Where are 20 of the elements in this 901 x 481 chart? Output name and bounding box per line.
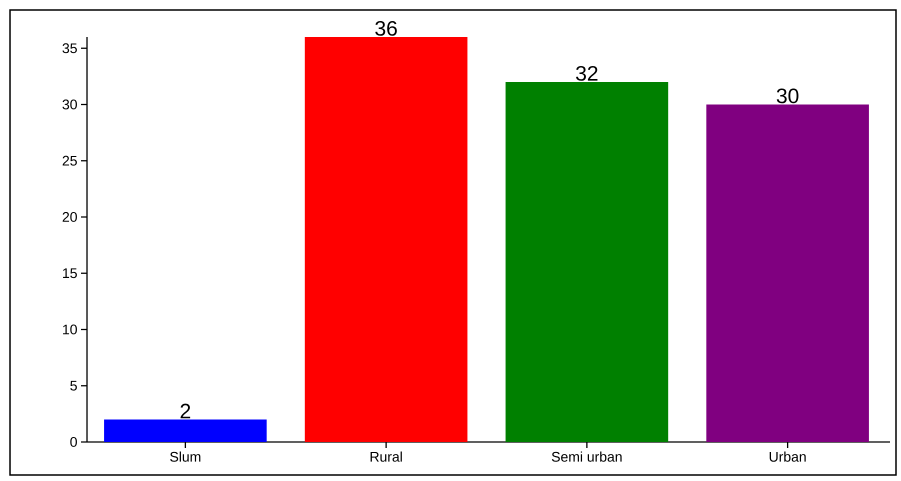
y-tick-label: 5 xyxy=(70,380,77,391)
data-label: 32 xyxy=(576,66,598,81)
data-label: 30 xyxy=(776,88,798,104)
x-tick-label: Slum xyxy=(170,452,200,462)
x-tick-label: Semi urban xyxy=(552,452,622,462)
y-tick-label: 35 xyxy=(62,43,77,54)
bar xyxy=(506,82,668,442)
data-label: 2 xyxy=(180,404,190,418)
bar xyxy=(104,419,267,442)
bar xyxy=(304,36,468,442)
y-tick-label: 20 xyxy=(62,212,77,222)
data-label: 36 xyxy=(375,20,397,36)
y-tick-label: 0 xyxy=(70,437,77,447)
x-tick-label: Urban xyxy=(770,452,806,462)
x-tick-label: Rural xyxy=(370,452,402,462)
y-tick-label: 25 xyxy=(62,156,77,166)
y-tick-label: 15 xyxy=(63,268,77,278)
y-tick-label: 30 xyxy=(62,100,77,110)
y-tick-label: 10 xyxy=(63,324,77,334)
bar xyxy=(706,104,869,442)
